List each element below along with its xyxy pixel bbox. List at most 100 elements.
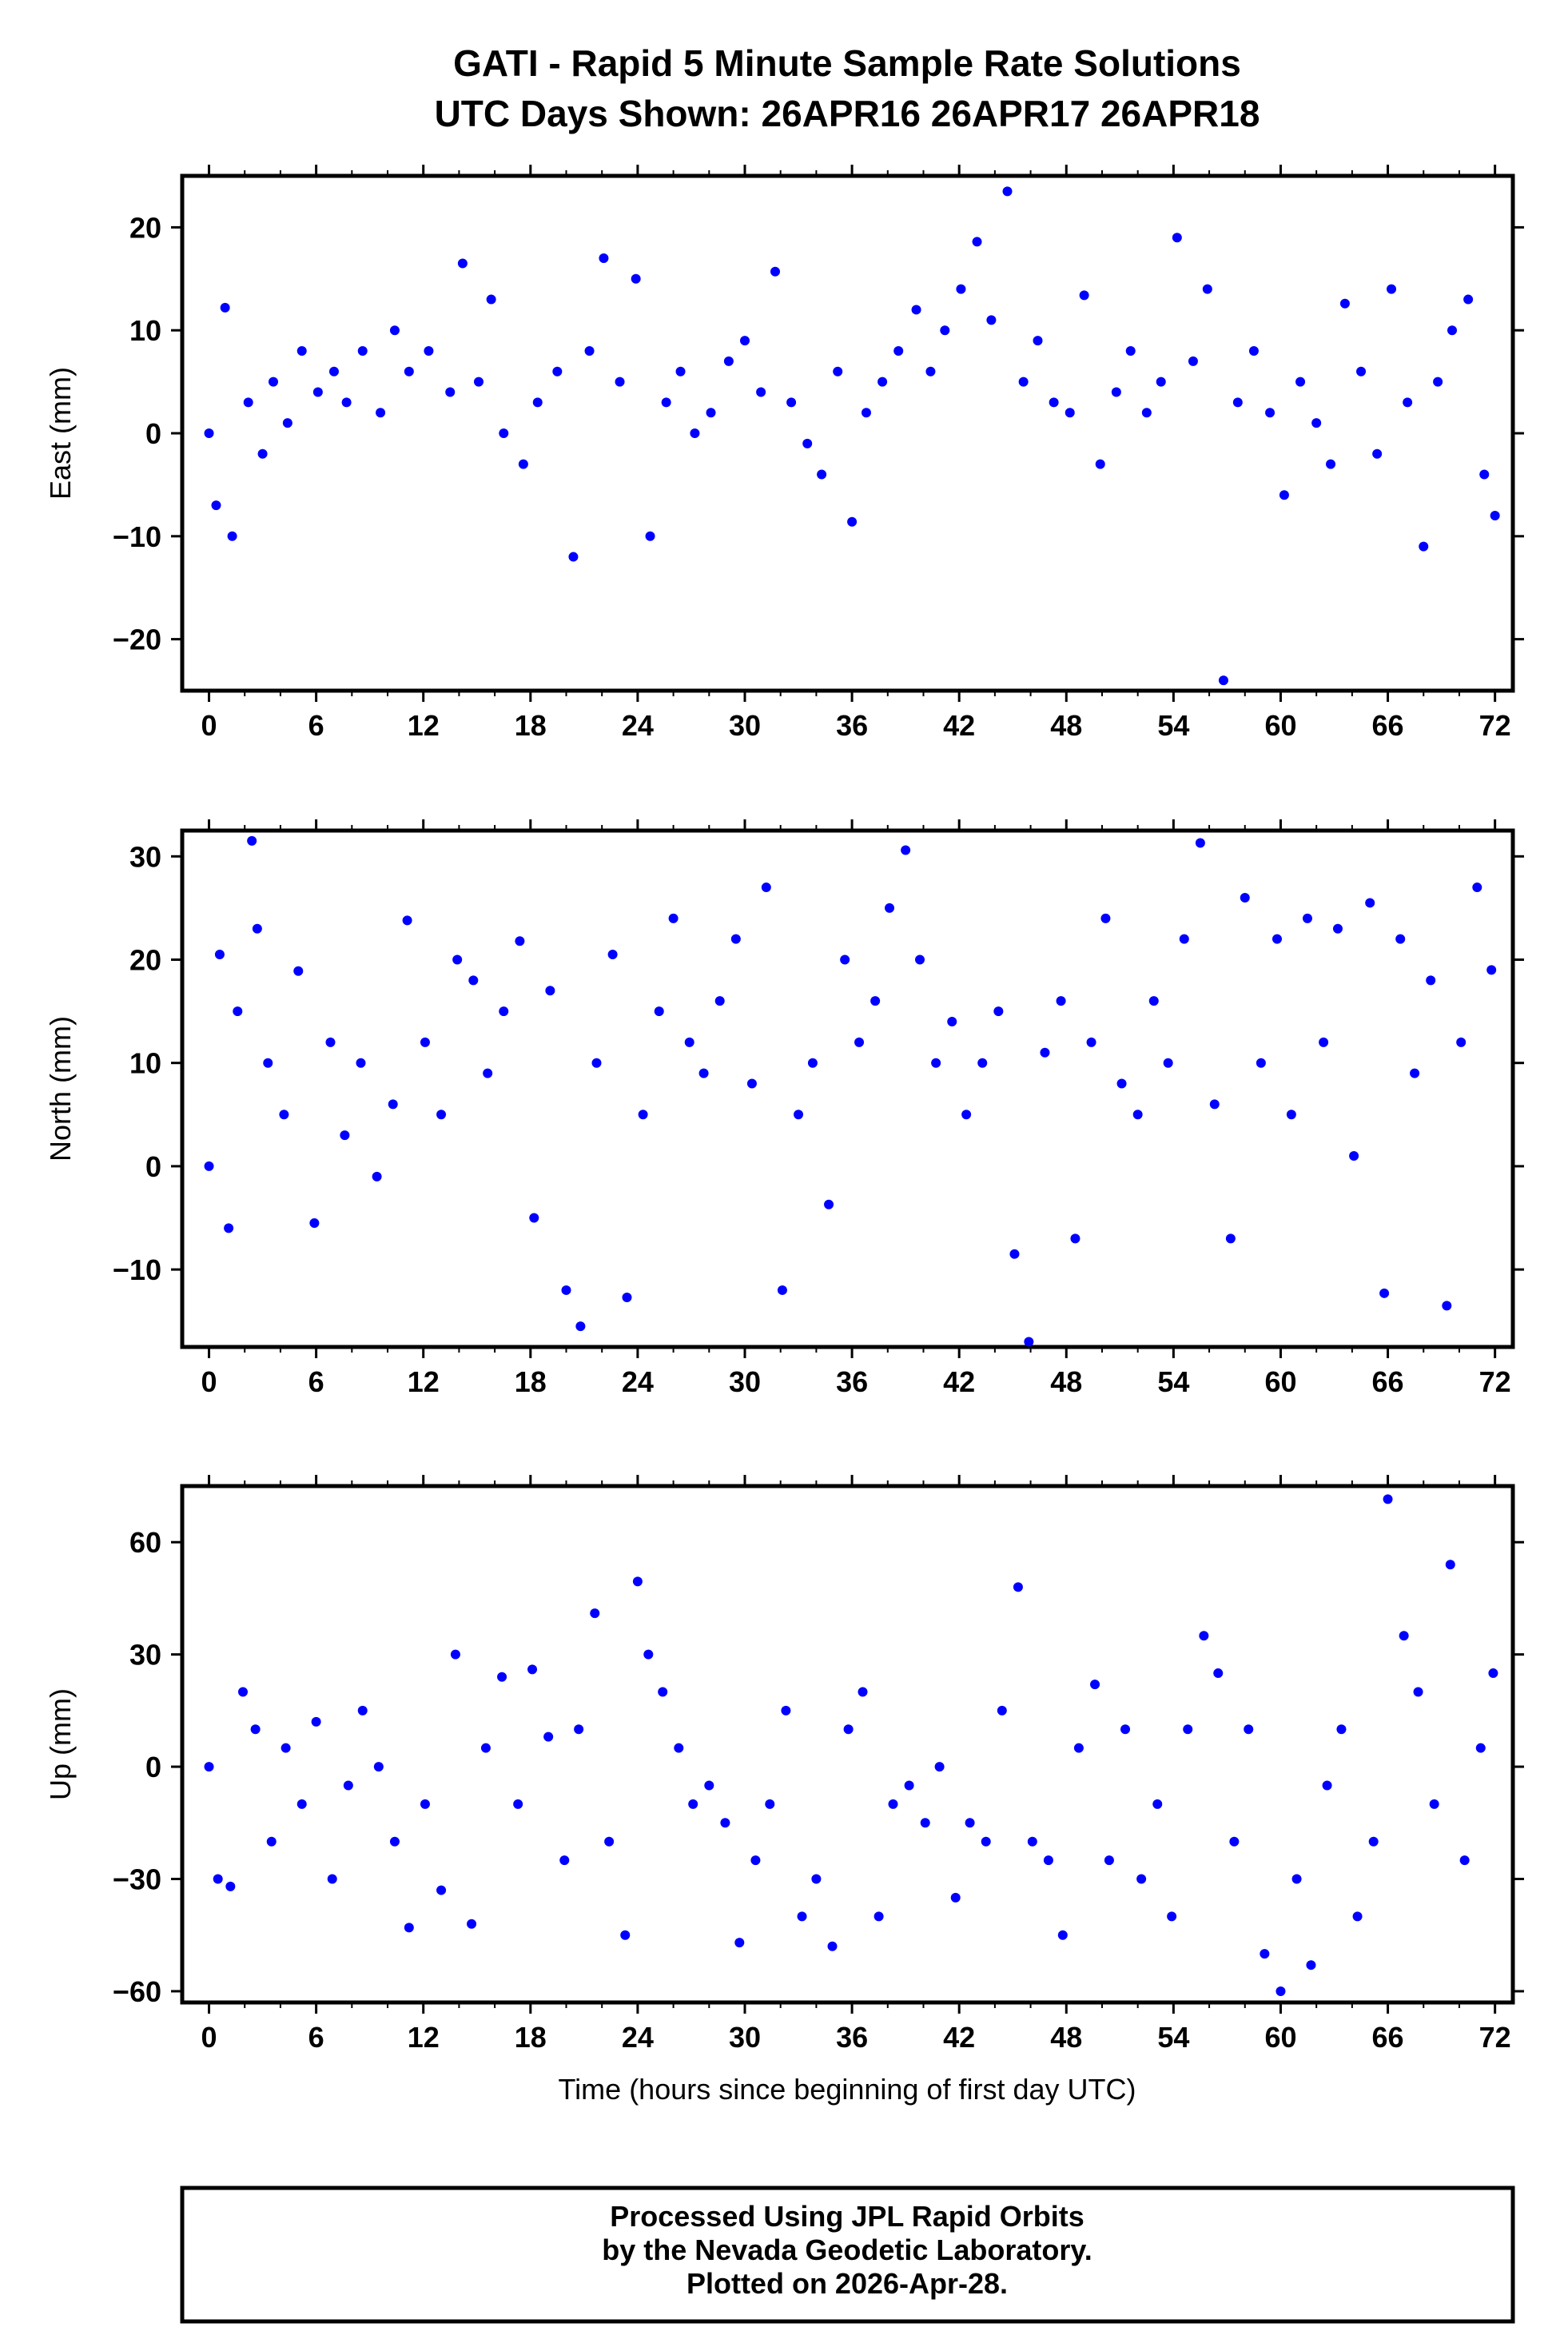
north-data-point — [1379, 1288, 1390, 1298]
east-data-point — [690, 428, 700, 438]
east-data-point — [661, 397, 671, 408]
east-y-tick-label: 10 — [129, 314, 161, 347]
east-data-point — [817, 469, 827, 480]
north-data-point — [279, 1110, 289, 1120]
north-data-point — [668, 913, 679, 923]
north-data-point — [1195, 838, 1205, 848]
north-x-tick-label: 6 — [308, 1365, 324, 1398]
north-x-tick-label: 18 — [515, 1365, 547, 1398]
north-x-tick-label: 12 — [408, 1365, 440, 1398]
east-data-point — [1065, 408, 1075, 418]
north-data-point — [499, 1006, 509, 1017]
up-data-point — [658, 1687, 668, 1697]
east-data-point — [739, 336, 750, 346]
north-data-point — [1240, 892, 1250, 903]
north-data-point — [325, 1037, 336, 1047]
up-data-point — [497, 1672, 507, 1682]
east-data-point — [518, 459, 528, 469]
north-data-point — [807, 1058, 818, 1068]
north-data-point — [1442, 1301, 1452, 1311]
north-data-point — [1040, 1047, 1050, 1058]
north-data-point — [340, 1130, 350, 1141]
up-data-point — [1322, 1780, 1332, 1791]
east-data-point — [956, 284, 966, 294]
north-data-point — [622, 1292, 632, 1302]
up-x-tick-label: 54 — [1157, 2021, 1189, 2054]
up-x-tick-label: 66 — [1372, 2021, 1404, 2054]
north-data-point — [777, 1285, 787, 1295]
up-data-point — [213, 1874, 223, 1884]
north-data-point — [252, 923, 262, 934]
north-data-point — [1332, 923, 1343, 934]
up-data-point — [574, 1724, 584, 1735]
up-data-point — [1183, 1724, 1193, 1735]
north-data-point — [1056, 996, 1066, 1006]
north-x-tick-label: 66 — [1372, 1365, 1404, 1398]
east-data-point — [445, 387, 456, 397]
credits-box — [180, 2186, 1515, 2324]
north-data-point — [545, 986, 555, 996]
east-data-point — [220, 302, 230, 313]
north-data-point — [654, 1006, 664, 1017]
north-x-tick-label: 54 — [1157, 1365, 1189, 1398]
x-axis-label: Time (hours since beginning of first day… — [559, 2073, 1136, 2106]
up-data-point — [843, 1724, 854, 1735]
up-data-point — [858, 1687, 868, 1697]
east-x-tick-label: 6 — [308, 709, 324, 742]
north-y-tick-label: 0 — [145, 1150, 161, 1183]
north-data-point — [1009, 1249, 1020, 1259]
north-data-point — [977, 1058, 988, 1068]
north-data-point — [591, 1058, 602, 1068]
up-data-point — [225, 1881, 236, 1891]
east-data-point — [756, 387, 766, 397]
north-data-point — [1116, 1078, 1127, 1089]
north-data-point — [885, 903, 895, 913]
north-x-tick-label: 0 — [201, 1365, 217, 1398]
up-data-point — [811, 1874, 822, 1884]
north-data-point — [529, 1213, 539, 1223]
east-data-point — [1033, 336, 1043, 346]
chart-title-line-2: UTC Days Shown: 26APR16 26APR17 26APR18 — [435, 93, 1260, 134]
east-data-point — [599, 253, 609, 264]
east-data-point — [257, 448, 268, 459]
north-plot-frame — [180, 828, 1515, 1349]
up-y-axis-label: Up (mm) — [44, 1688, 77, 1800]
up-data-point — [620, 1930, 631, 1940]
east-data-point — [328, 366, 339, 377]
north-data-point — [1472, 883, 1482, 893]
east-data-point — [424, 345, 434, 356]
up-y-tick-label: 30 — [129, 1639, 161, 1672]
north-data-point — [840, 954, 850, 965]
up-data-point — [266, 1836, 277, 1847]
up-data-point — [1336, 1724, 1347, 1735]
up-x-tick-label: 0 — [201, 2021, 217, 2054]
up-data-point — [1383, 1494, 1393, 1504]
east-data-point — [1141, 408, 1152, 418]
east-data-point — [631, 273, 641, 284]
north-data-point — [794, 1110, 804, 1120]
north-data-point — [1209, 1099, 1220, 1110]
up-data-point — [950, 1892, 961, 1903]
north-data-point — [293, 966, 304, 976]
north-data-point — [372, 1171, 382, 1181]
north-data-point — [1365, 898, 1375, 908]
east-x-tick-label: 30 — [729, 709, 761, 742]
up-data-point — [797, 1911, 807, 1922]
up-data-point — [513, 1799, 523, 1809]
up-data-point — [981, 1836, 991, 1847]
north-x-tick-label: 36 — [836, 1365, 868, 1398]
east-data-point — [1172, 233, 1182, 243]
east-data-point — [1339, 298, 1350, 309]
up-data-point — [373, 1762, 384, 1772]
east-data-point — [615, 377, 625, 387]
east-data-point — [1295, 377, 1306, 387]
east-data-point — [1125, 345, 1136, 356]
east-y-axis-label: East (mm) — [44, 367, 77, 500]
east-data-point — [268, 377, 278, 387]
up-data-point — [674, 1743, 684, 1753]
east-data-point — [802, 438, 813, 448]
up-data-point — [1152, 1799, 1163, 1809]
up-x-tick-label: 24 — [622, 2021, 654, 2054]
up-data-point — [1057, 1930, 1068, 1940]
